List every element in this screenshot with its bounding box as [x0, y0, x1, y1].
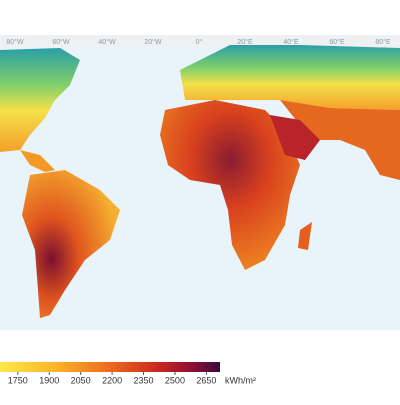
north-america — [0, 48, 80, 152]
longitude-label: 20°W — [144, 38, 162, 46]
legend-tick-label: 1750 — [8, 375, 28, 385]
longitude-label: 60°W — [52, 38, 70, 46]
longitude-label: 80°E — [375, 38, 391, 46]
longitude-labels: 80°W 60°W 40°W 20°W 0° 20°E 40°E 60°E 80°E — [6, 38, 391, 46]
legend-tick-label: 1900 — [39, 375, 59, 385]
longitude-label: 40°W — [98, 38, 116, 46]
eurasia — [180, 45, 400, 110]
longitude-label: 40°E — [283, 38, 299, 46]
legend-tick-label: 2050 — [71, 375, 91, 385]
longitude-label: 0° — [196, 38, 203, 46]
longitude-label: 80°W — [6, 38, 24, 46]
legend-tick-label: 2350 — [134, 375, 154, 385]
color-scale — [0, 362, 220, 372]
arabia — [270, 115, 320, 160]
longitude-label: 60°E — [329, 38, 345, 46]
legend-tick-label: 2650 — [196, 375, 216, 385]
legend-tick-label: 2500 — [165, 375, 185, 385]
legend-unit: kWh/m² — [225, 375, 256, 385]
graticule-strip — [0, 35, 400, 47]
south-america — [22, 170, 120, 318]
legend: 1750 1900 2050 2200 2350 2500 2650 — [8, 372, 216, 385]
central-america — [20, 150, 55, 172]
africa — [160, 100, 300, 270]
legend-tick-label: 2200 — [102, 375, 122, 385]
madagascar — [298, 222, 312, 250]
south-asia — [280, 100, 400, 180]
longitude-label: 20°E — [237, 38, 253, 46]
